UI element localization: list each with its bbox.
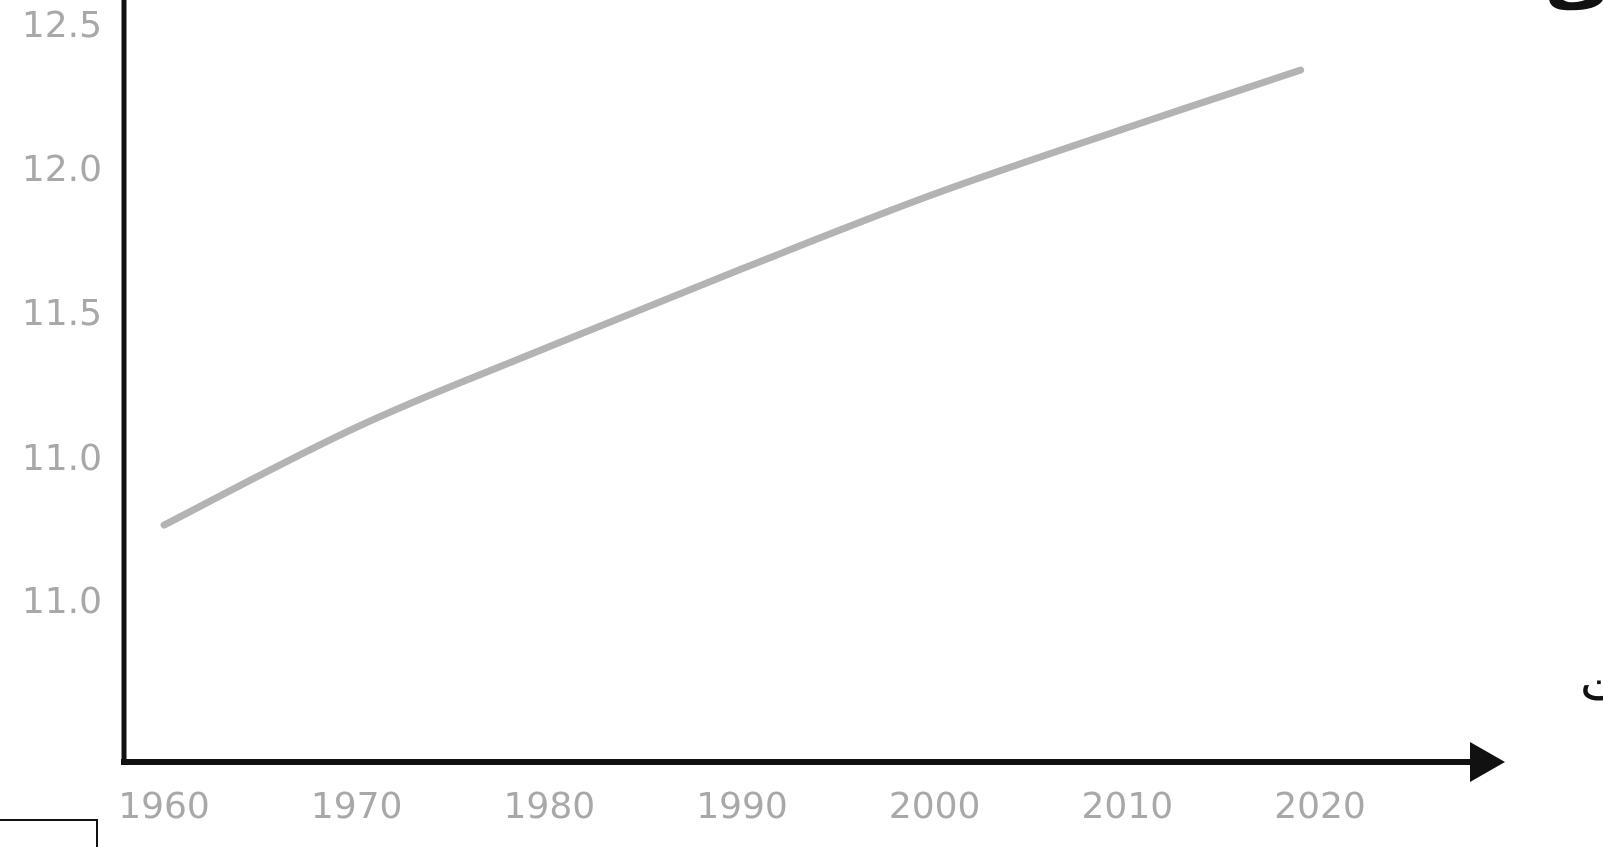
x-tick-label: 1980: [504, 786, 596, 827]
plot-area: [164, 70, 1301, 525]
y-tick-label: 11.0: [22, 581, 102, 622]
partial-box-bottom-left: [0, 820, 97, 847]
y-tick-label: 12.5: [22, 5, 102, 46]
chart-title: النظام البيئي في بحر آرال بدلالة السنوات: [1545, 0, 1603, 26]
x-tick-label: 1970: [311, 786, 403, 827]
y-tick-label: 12.0: [22, 149, 102, 190]
x-axis-arrowhead: [1470, 742, 1505, 782]
y-tick-label: 11.5: [22, 293, 102, 334]
series-line: [164, 70, 1301, 525]
x-tick-label: 1960: [118, 786, 210, 827]
x-tick-label: 2010: [1082, 786, 1174, 827]
x-tick-label: 1990: [696, 786, 788, 827]
y-tick-labels: 12.5 12.0 11.5 11.0 11.0: [22, 5, 102, 622]
x-axis-title: السنوات: [1580, 654, 1603, 712]
x-tick-labels: 1960 1970 1980 1990 2000 2010 2020: [118, 786, 1366, 827]
y-tick-label: 11.0: [22, 438, 102, 479]
x-tick-label: 2020: [1274, 786, 1366, 827]
x-tick-label: 2000: [889, 786, 981, 827]
